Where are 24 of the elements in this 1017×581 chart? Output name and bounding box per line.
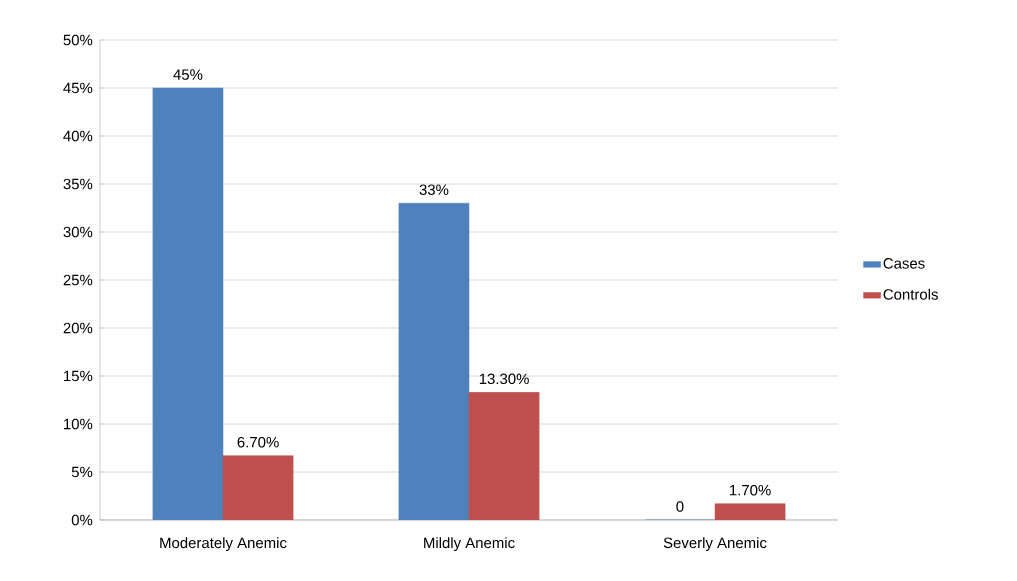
- data-label: 13.30%: [479, 373, 529, 385]
- legend-label: Cases: [883, 258, 925, 269]
- y-tick-label: 0%: [71, 514, 93, 526]
- data-label: 1.70%: [730, 484, 771, 496]
- data-label: 0: [676, 501, 684, 512]
- y-tick-label: 30%: [63, 226, 93, 238]
- y-tick-label: 5%: [71, 466, 93, 478]
- bar: [152, 87, 224, 520]
- legend-label: Controls: [883, 288, 938, 300]
- data-label: 33%: [419, 184, 449, 195]
- y-tick-label: 25%: [63, 274, 93, 286]
- x-tick-label: Severly Anemic: [663, 537, 767, 552]
- y-tick-label: 20%: [63, 322, 93, 334]
- y-tick-label: 50%: [63, 34, 93, 46]
- y-tick-label: 40%: [63, 130, 93, 142]
- y-tick-label: 45%: [63, 82, 93, 94]
- x-tick-label: Mildly Anemic: [424, 537, 515, 552]
- y-tick-label: 10%: [64, 418, 93, 430]
- bar: [398, 202, 470, 520]
- y-tick-label: 35%: [63, 178, 93, 190]
- data-label: 45%: [173, 69, 203, 80]
- x-tick-label: Moderately Anemic: [160, 537, 287, 552]
- y-tick-label: 15%: [64, 370, 93, 382]
- data-label: 6.70%: [237, 436, 279, 448]
